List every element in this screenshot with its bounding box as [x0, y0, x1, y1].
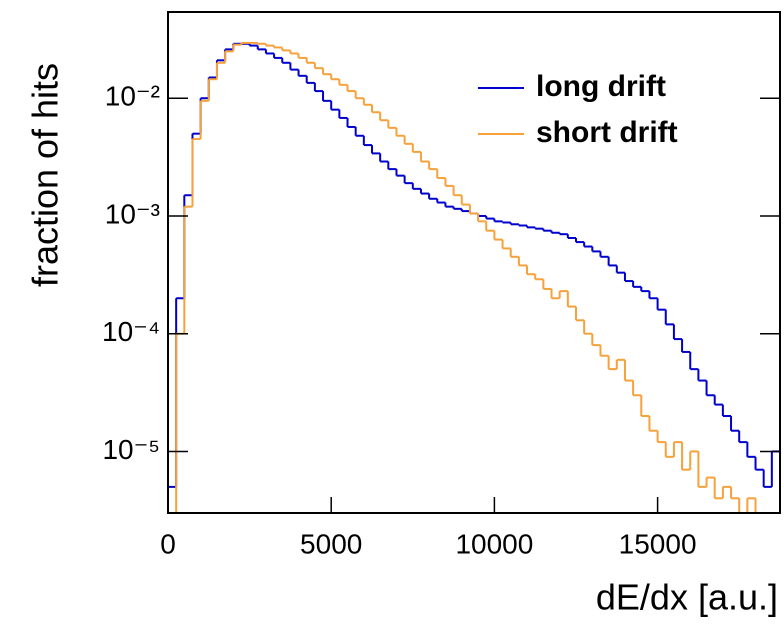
x-tick-label: 10000 [455, 528, 533, 559]
y-axis-title: fraction of hits [25, 63, 66, 287]
y-tick-label: 10⁻⁵ [102, 434, 160, 465]
plot-area [168, 41, 780, 513]
x-tick-label: 0 [160, 528, 176, 559]
y-tick-label: 10⁻² [105, 81, 160, 112]
y-tick-label: 10⁻⁴ [102, 316, 160, 347]
hist-riser [168, 42, 773, 513]
legend-label: long drift [536, 70, 666, 103]
legend-label: short drift [536, 116, 678, 149]
frame [167, 11, 781, 514]
hist-riser [168, 43, 780, 513]
x-axis-title: dE/dx [a.u.] [596, 577, 778, 618]
x-tick-label: 5000 [300, 528, 362, 559]
x-tick-label: 15000 [619, 528, 697, 559]
y-tick-label: 10⁻³ [105, 198, 160, 229]
